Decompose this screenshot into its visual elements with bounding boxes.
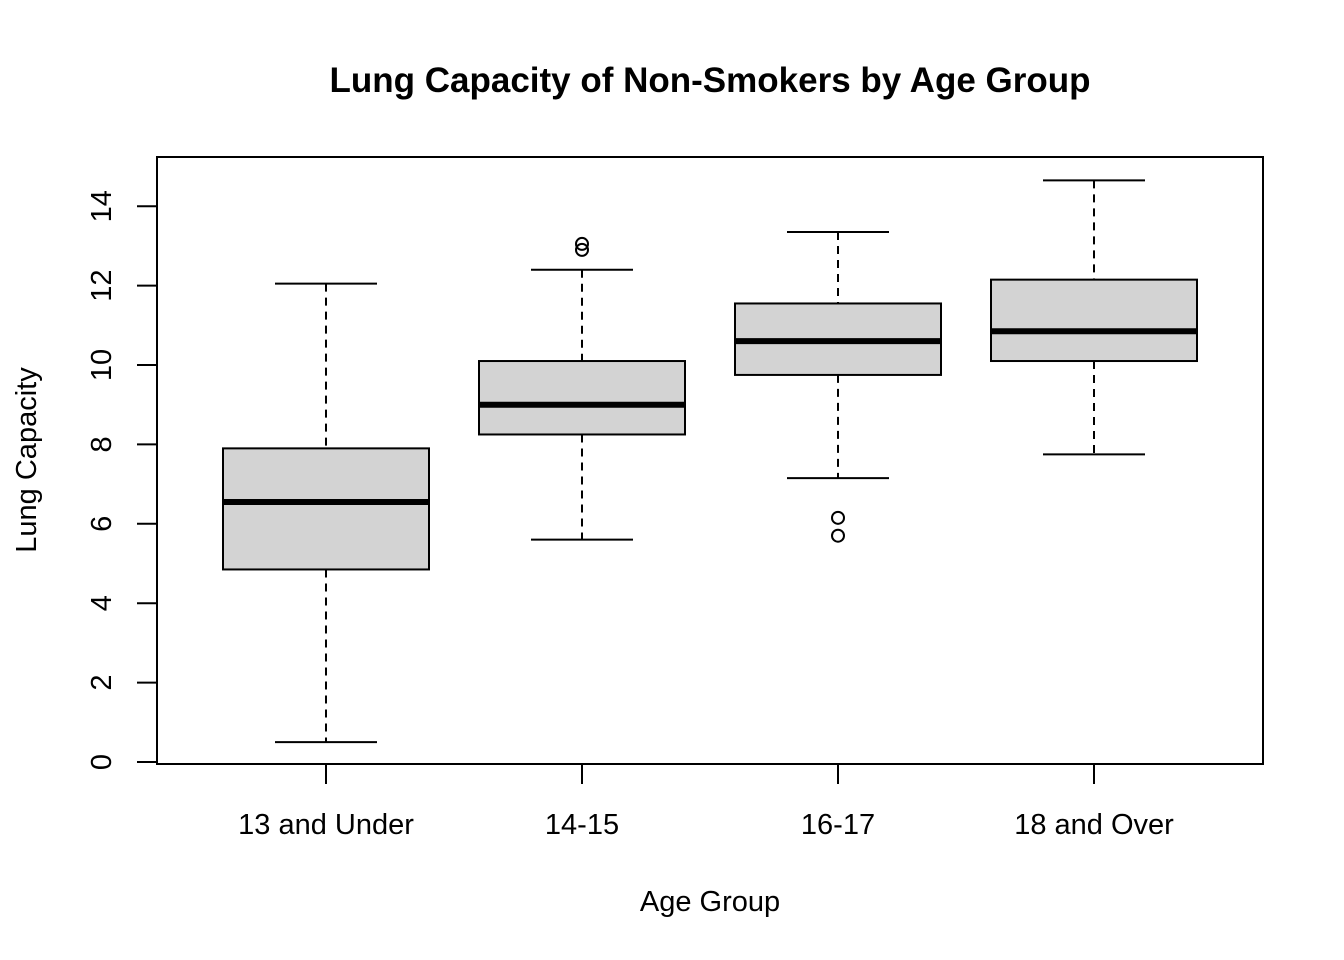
y-axis: 0 2 4 6 8 10 12 14 <box>86 190 158 770</box>
outlier-point <box>831 510 845 525</box>
outlier-point <box>575 236 589 251</box>
box-group <box>990 179 1198 456</box>
y-axis-label: Lung Capacity <box>11 367 43 553</box>
iqr-box <box>990 278 1198 363</box>
iqr-box <box>222 447 430 571</box>
y-tick-label: 6 <box>86 516 118 532</box>
y-tick-label: 14 <box>86 190 118 222</box>
outlier-point <box>831 528 845 543</box>
y-tick-label: 8 <box>86 436 118 452</box>
box-group <box>222 282 430 744</box>
x-tick-label: 14-15 <box>545 809 619 841</box>
x-tick-label: 18 and Over <box>1014 809 1174 841</box>
boxes <box>222 179 1198 744</box>
box-group <box>734 231 942 543</box>
y-tick-label: 2 <box>86 675 118 691</box>
x-tick-label: 13 and Under <box>238 809 414 841</box>
chart-title: Lung Capacity of Non-Smokers by Age Grou… <box>330 61 1091 100</box>
iqr-box <box>478 360 686 436</box>
outlier-point <box>575 242 589 257</box>
y-tick-label: 10 <box>86 349 118 381</box>
x-axis: 13 and Under 14-15 16-17 18 and Over <box>238 764 1174 841</box>
x-tick-label: 16-17 <box>801 809 875 841</box>
y-tick-label: 12 <box>86 269 118 301</box>
x-axis-label: Age Group <box>640 886 780 918</box>
y-tick-label: 0 <box>86 754 118 770</box>
y-tick-label: 4 <box>86 595 118 611</box>
box-group <box>478 236 686 541</box>
